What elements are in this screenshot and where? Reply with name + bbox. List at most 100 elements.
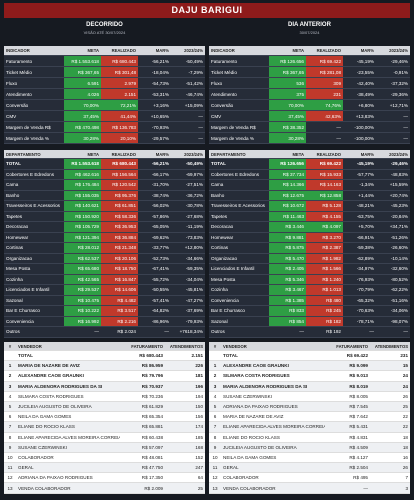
table-cell: +6,80%: [358, 102, 374, 108]
table-cell: R$ 136.783: [101, 122, 138, 132]
table-cell: -73,83%: [185, 234, 203, 240]
table-cell: Travesseiros E Acessorios: [211, 203, 265, 209]
table-cell: -48,83%: [390, 171, 408, 177]
table-row: 4 SILMARA COSTA RODRIGUES R$ 70.236 194: [4, 392, 205, 402]
table-cell: -48,21%: [356, 203, 374, 209]
table-cell: R$ 65.680: [64, 264, 101, 274]
table-cell: R$ 9.013: [349, 373, 368, 379]
table-row: Travesseiros E Acessorios R$ 10.672 R$ 5.1…: [209, 201, 410, 212]
table-cell: 7: [213, 424, 217, 430]
table-cell: R$ 833: [269, 306, 306, 316]
table-cell: +5,70%: [358, 224, 374, 230]
table-row: Outros — R$ 192 — —: [209, 327, 410, 338]
table-cell: Cobertores E Edredons: [6, 171, 55, 177]
table-cell: 2: [213, 373, 217, 379]
table-cell: -66,17%: [151, 171, 169, 177]
table-row: Banho R$ 12.675 R$ 12.858 +1,44% +20,74%: [209, 190, 410, 201]
indicator-table: INDICADOR META REALIZADO MAR% 2023/24% Fatura…: [209, 46, 410, 144]
table-row: Homewear R$ 121.394 R$ 36.884 -69,62% -73,83…: [4, 232, 205, 243]
column-header: REALIZADO: [111, 151, 136, 157]
table-cell: -38,49%: [356, 91, 374, 97]
table-cell: ALEXANDRE CAOE GRAUNKI: [18, 373, 84, 379]
table-cell: -29,46%: [390, 58, 408, 64]
table-header: # VENDEDOR FATURAMENTO ATENDIMENTOS: [209, 342, 410, 351]
table-cell: 2.151: [191, 353, 204, 359]
table-cell: R$ 10.222: [64, 306, 101, 316]
table-cell: 22: [402, 424, 408, 430]
seller-table: # VENDEDOR FATURAMENTO ATENDIMENTOS TOTAL R$ …: [4, 342, 205, 494]
table-row: 9 SUSANE CZERWINSKI R$ 57.097 168: [4, 442, 205, 453]
table-cell: -56,21%: [151, 58, 169, 64]
column-header: MAR%: [360, 48, 374, 53]
table-cell: R$ 86.959: [141, 363, 163, 369]
table-cell: R$ 9.099: [349, 363, 368, 369]
table-cell: Cobertores E Edredons: [211, 171, 260, 177]
table-cell: R$ 5.875: [269, 243, 306, 253]
table-cell: ELIANE APARECIDA ALVES MOREIRA CORREIA: [223, 424, 325, 430]
table-cell: Mesa Posta: [6, 266, 31, 272]
table-cell: -34,97%: [356, 266, 374, 272]
table-cell: 247: [195, 465, 203, 471]
table-cell: Organizacao: [6, 255, 33, 261]
table-row: 1 MARIA DE NAZARE DE AVIZ R$ 86.959 226: [4, 361, 205, 372]
table-cell: CMV: [211, 113, 222, 119]
table-cell: —: [198, 113, 203, 119]
table-cell: -29,46%: [390, 161, 408, 167]
table-cell: R$ 7.642: [349, 414, 368, 420]
table-row: Conveniencia R$ 1.385 R$ 480 -65,32% -51,16%: [209, 295, 410, 306]
table-cell: —: [403, 124, 408, 130]
table-row: TOTAL R$ 69.422 231: [209, 351, 410, 362]
table-cell: Decoracao: [211, 224, 234, 230]
table-cell: -27,51%: [185, 182, 203, 188]
table-row: 5 ADRIANA DA PAIXAO RODRIGUES R$ 7.545 25: [209, 401, 410, 413]
table-cell: 10: [7, 454, 13, 460]
table-cell: R$ 79.796: [141, 373, 163, 379]
table-cell: R$ 14.366: [269, 180, 306, 190]
table-cell: TOTAL: [223, 353, 238, 359]
table-cell: -47,27%: [185, 297, 203, 303]
table-cell: 5: [213, 404, 217, 410]
table-cell: Licenciados E Infantil: [6, 287, 50, 293]
table-cell: -29,36%: [390, 91, 408, 97]
department-table: DEPARTAMENTO META REALIZADO MAR% 2023/24% TOT…: [4, 150, 205, 338]
table-cell: R$ 8.019: [349, 383, 368, 389]
table-cell: R$ 4.482: [101, 295, 138, 305]
table-header: INDICADOR META REALIZADO MAR% 2023/24%: [4, 46, 205, 56]
table-cell: R$ 20.106: [101, 253, 138, 263]
table-row: Margem de Venda % 30,28% 20,10% -29,57% —: [4, 133, 205, 144]
table-cell: R$ 65.881: [141, 424, 163, 430]
table-cell: R$ 126.656: [269, 159, 306, 169]
table-row: 10 COLABORADOR R$ 48.081 152: [4, 453, 205, 464]
table-cell: R$ 150.920: [64, 211, 101, 221]
table-cell: Margem de Venda R$: [6, 124, 51, 130]
table-row: 2 ALEXANDRE CAOE GRAUNKI R$ 79.796 181: [4, 371, 205, 382]
table-row: 12 COLABORADOR R$ 495 7: [209, 473, 410, 484]
table-cell: -50,49%: [185, 161, 203, 167]
table-cell: 3: [405, 485, 408, 491]
table-cell: Organizacao: [211, 255, 238, 261]
table-cell: 375: [269, 89, 306, 99]
table-cell: R$ 12.675: [269, 190, 306, 200]
table-cell: Ticket Médio: [6, 69, 32, 75]
table-cell: -34,66%: [185, 255, 203, 261]
table-cell: +3,16%: [153, 102, 169, 108]
table-cell: Margem de Venda %: [211, 135, 254, 141]
table-cell: 18: [402, 434, 408, 440]
table-cell: R$ 126.656: [269, 56, 306, 66]
table-cell: 9: [8, 444, 12, 450]
table-cell: R$ 5.128: [306, 201, 343, 211]
table-cell: —: [369, 329, 374, 335]
table-cell: Cama: [211, 182, 224, 188]
table-cell: 13: [212, 485, 218, 491]
table-cell: 13: [7, 485, 13, 491]
table-cell: R$ 105.729: [64, 222, 101, 232]
table-row: Cortinas R$ 5.875 R$ 2.387 -59,38% -26,60%: [209, 243, 410, 254]
table-cell: R$ 14.606: [101, 285, 138, 295]
table-cell: 16: [402, 454, 408, 460]
table-cell: CMV: [6, 113, 17, 119]
table-cell: R$ 121.394: [64, 232, 101, 242]
table-row: Fluxo 536 309 -42,40% -37,32%: [209, 78, 410, 89]
table-cell: Homewear: [6, 234, 29, 240]
table-cell: R$ 11.463: [269, 211, 306, 221]
table-cell: -45,81%: [185, 287, 203, 293]
